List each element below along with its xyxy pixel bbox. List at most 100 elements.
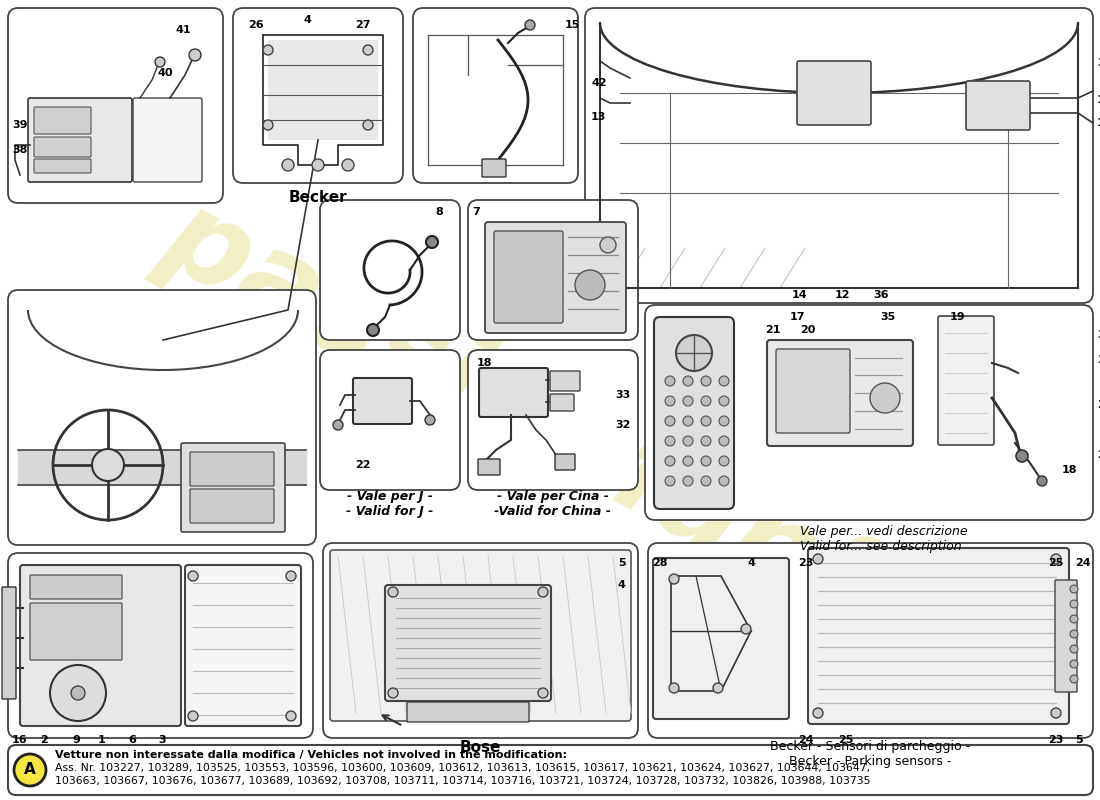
Circle shape xyxy=(188,571,198,581)
Text: 5: 5 xyxy=(618,558,626,568)
Text: 31: 31 xyxy=(1097,355,1100,365)
Text: 23: 23 xyxy=(798,558,813,568)
Circle shape xyxy=(669,683,679,693)
FancyBboxPatch shape xyxy=(412,8,578,183)
Text: 11: 11 xyxy=(1097,95,1100,105)
Circle shape xyxy=(683,436,693,446)
Circle shape xyxy=(388,587,398,597)
Text: 8: 8 xyxy=(434,207,442,217)
Circle shape xyxy=(719,416,729,426)
FancyBboxPatch shape xyxy=(648,543,1093,738)
Circle shape xyxy=(600,237,616,253)
Text: 35: 35 xyxy=(880,312,895,322)
Circle shape xyxy=(1050,708,1062,718)
Circle shape xyxy=(1070,660,1078,668)
FancyBboxPatch shape xyxy=(8,8,223,203)
Circle shape xyxy=(683,396,693,406)
Text: 21: 21 xyxy=(764,325,781,335)
Text: 28: 28 xyxy=(652,558,668,568)
Circle shape xyxy=(741,624,751,634)
Circle shape xyxy=(188,711,198,721)
FancyBboxPatch shape xyxy=(654,317,734,509)
Circle shape xyxy=(333,420,343,430)
Circle shape xyxy=(719,376,729,386)
FancyBboxPatch shape xyxy=(478,368,548,417)
Text: 26: 26 xyxy=(248,20,264,30)
Circle shape xyxy=(1070,630,1078,638)
FancyBboxPatch shape xyxy=(30,575,122,599)
Text: - Vale per Cina -
-Valid for China -: - Vale per Cina - -Valid for China - xyxy=(495,490,612,518)
Circle shape xyxy=(1070,600,1078,608)
Circle shape xyxy=(813,708,823,718)
Text: 27: 27 xyxy=(355,20,371,30)
FancyBboxPatch shape xyxy=(966,81,1030,130)
FancyBboxPatch shape xyxy=(34,137,91,157)
Circle shape xyxy=(1070,585,1078,593)
Text: 25: 25 xyxy=(838,735,854,745)
Circle shape xyxy=(575,270,605,300)
Text: 25: 25 xyxy=(1048,558,1064,568)
Circle shape xyxy=(363,120,373,130)
Circle shape xyxy=(666,416,675,426)
FancyBboxPatch shape xyxy=(767,340,913,446)
FancyBboxPatch shape xyxy=(407,702,529,722)
Circle shape xyxy=(683,376,693,386)
Circle shape xyxy=(1070,645,1078,653)
Circle shape xyxy=(425,415,435,425)
FancyBboxPatch shape xyxy=(2,587,16,699)
FancyBboxPatch shape xyxy=(34,159,91,173)
Text: 10: 10 xyxy=(1097,118,1100,128)
Circle shape xyxy=(525,20,535,30)
FancyBboxPatch shape xyxy=(8,553,313,738)
Text: Bose: Bose xyxy=(460,740,500,755)
Circle shape xyxy=(1070,675,1078,683)
Circle shape xyxy=(683,456,693,466)
Circle shape xyxy=(870,383,900,413)
FancyBboxPatch shape xyxy=(478,459,500,475)
FancyBboxPatch shape xyxy=(938,316,994,445)
FancyBboxPatch shape xyxy=(353,378,412,424)
Text: 14: 14 xyxy=(792,290,807,300)
Circle shape xyxy=(701,376,711,386)
Text: 15: 15 xyxy=(565,20,581,30)
FancyBboxPatch shape xyxy=(798,61,871,125)
Circle shape xyxy=(286,571,296,581)
FancyBboxPatch shape xyxy=(30,603,122,660)
Text: 37: 37 xyxy=(1097,58,1100,68)
Circle shape xyxy=(263,120,273,130)
Text: 34: 34 xyxy=(1097,400,1100,410)
Text: 23: 23 xyxy=(1048,735,1064,745)
FancyBboxPatch shape xyxy=(320,350,460,490)
Circle shape xyxy=(669,574,679,584)
Circle shape xyxy=(1070,615,1078,623)
Circle shape xyxy=(263,45,273,55)
Circle shape xyxy=(312,159,324,171)
Text: A: A xyxy=(24,762,36,778)
Text: 1: 1 xyxy=(98,735,106,745)
Circle shape xyxy=(701,476,711,486)
Text: 5: 5 xyxy=(1075,735,1082,745)
FancyBboxPatch shape xyxy=(182,443,285,532)
Circle shape xyxy=(666,396,675,406)
Text: 7: 7 xyxy=(472,207,480,217)
Text: 2: 2 xyxy=(40,735,47,745)
Circle shape xyxy=(701,436,711,446)
FancyBboxPatch shape xyxy=(190,489,274,523)
Text: 4: 4 xyxy=(618,580,626,590)
Text: 6: 6 xyxy=(128,735,136,745)
Circle shape xyxy=(282,159,294,171)
FancyBboxPatch shape xyxy=(485,222,626,333)
FancyBboxPatch shape xyxy=(185,565,301,726)
Circle shape xyxy=(363,45,373,55)
FancyBboxPatch shape xyxy=(268,40,378,140)
Circle shape xyxy=(701,416,711,426)
Circle shape xyxy=(666,436,675,446)
FancyBboxPatch shape xyxy=(468,350,638,490)
Circle shape xyxy=(701,456,711,466)
Text: 39: 39 xyxy=(12,120,28,130)
FancyBboxPatch shape xyxy=(330,550,631,721)
FancyBboxPatch shape xyxy=(233,8,403,183)
Text: passionfanfo: passionfanfo xyxy=(144,178,956,682)
Circle shape xyxy=(286,711,296,721)
FancyBboxPatch shape xyxy=(1055,580,1077,692)
